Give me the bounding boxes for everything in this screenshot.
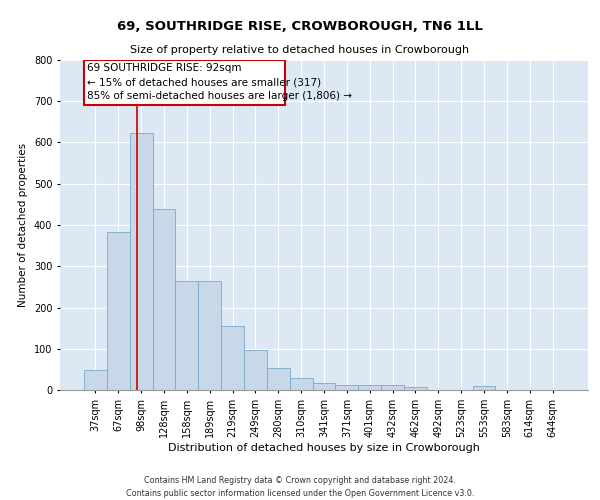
Bar (267, 368, 290, 390)
Bar (381, 385, 404, 390)
Bar (404, 386, 427, 390)
Bar (175, 280, 198, 390)
FancyBboxPatch shape (84, 60, 285, 106)
Bar (335, 384, 358, 390)
Bar (152, 210, 175, 390)
Bar (290, 378, 313, 390)
Y-axis label: Number of detached properties: Number of detached properties (19, 143, 28, 307)
Text: 69 SOUTHRIDGE RISE: 92sqm
← 15% of detached houses are smaller (317)
85% of semi: 69 SOUTHRIDGE RISE: 92sqm ← 15% of detac… (88, 64, 352, 102)
Text: Contains public sector information licensed under the Open Government Licence v3: Contains public sector information licen… (126, 488, 474, 498)
Bar (358, 385, 381, 390)
Bar (130, 133, 152, 390)
Bar (244, 350, 267, 390)
Bar (84, 370, 107, 390)
Bar (313, 384, 335, 390)
Text: Contains HM Land Registry data © Crown copyright and database right 2024.: Contains HM Land Registry data © Crown c… (144, 476, 456, 485)
Bar (473, 386, 496, 390)
Text: 69, SOUTHRIDGE RISE, CROWBOROUGH, TN6 1LL: 69, SOUTHRIDGE RISE, CROWBOROUGH, TN6 1L… (117, 20, 483, 33)
Bar (221, 326, 244, 390)
Text: Size of property relative to detached houses in Crowborough: Size of property relative to detached ho… (130, 45, 470, 55)
X-axis label: Distribution of detached houses by size in Crowborough: Distribution of detached houses by size … (168, 442, 480, 452)
Bar (107, 232, 130, 390)
Bar (198, 280, 221, 390)
